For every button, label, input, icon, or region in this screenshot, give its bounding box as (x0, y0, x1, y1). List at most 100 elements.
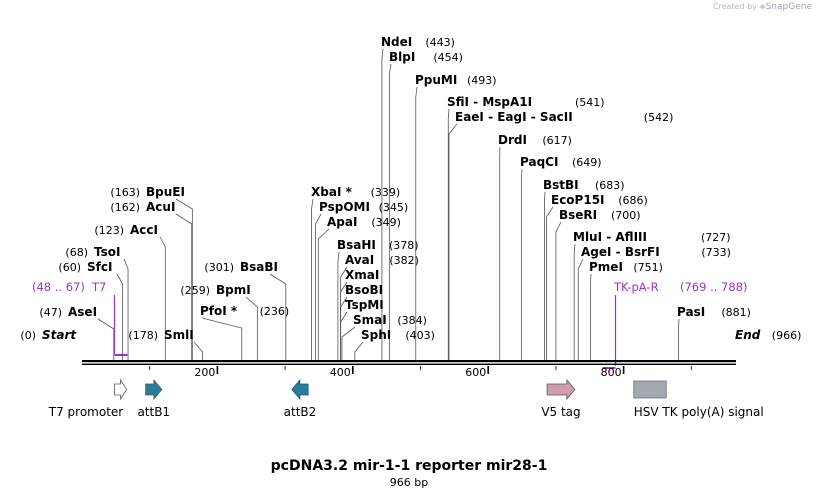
site-name-tsoi: TsoI (94, 245, 120, 259)
site-paqci[interactable]: (649) PaqCI (520, 155, 602, 169)
feature-hsv-tk-poly-a-signal[interactable]: HSV TK poly(A) signal (633, 380, 764, 419)
leader-smli (193, 341, 203, 360)
leader-acci (159, 236, 166, 360)
leader-ppumi (415, 86, 418, 360)
leader-acui (175, 213, 193, 360)
leader-bpmi (245, 296, 258, 360)
site-name-bpmi: BpmI (216, 283, 251, 297)
site-pmei[interactable]: (751) PmeI (589, 260, 663, 274)
site-name-sfii-mspa1i: SfiI - MspA1I (447, 95, 532, 109)
leader-pasi (678, 318, 680, 360)
site-pos-ecop15i: (686) (618, 194, 648, 207)
site-bsabi[interactable]: (301) BsaBI (204, 260, 278, 274)
site-ppumi[interactable]: (493) PpuMI (415, 73, 497, 87)
site-labels: (0) Start (47) AseI (60) SfcI(68) TsoI (123) Acc… (20, 35, 801, 342)
site-pspomi[interactable]: (345) PspOMI (319, 200, 408, 214)
site-name-bsobi: BsoBI (345, 283, 383, 297)
ruler-tick-label-200: 200 (194, 366, 215, 379)
primers: (48 .. 67) T7 TK-pA-R (769 .. 788) (32, 280, 748, 369)
site-pos-blpi: (454) (433, 51, 463, 64)
site-name-bpuei: BpuEI (146, 185, 185, 199)
site-name-ecop15i: EcoP15I (551, 193, 605, 207)
feature-label-attb2: attB2 (284, 405, 317, 419)
site-tspmi[interactable]: TspMI (345, 298, 384, 312)
site-acui[interactable]: (162) AcuI (110, 200, 175, 214)
primer-t7[interactable]: (48 .. 67) T7 (32, 280, 128, 356)
feature-attb2[interactable]: attB2 (284, 378, 317, 419)
feature-shape-attb1 (145, 378, 163, 401)
leader-xbai-star (311, 198, 314, 360)
feature-shape-attb2 (291, 378, 309, 401)
leader-blpi (388, 63, 392, 360)
site-apai[interactable]: (349) ApaI (327, 215, 401, 229)
ruler: 200 400 600 800 (149, 366, 692, 379)
site-name-bsabi: BsaBI (240, 260, 278, 274)
site-avai[interactable]: (382) AvaI (345, 253, 419, 267)
site-name-smai: SmaI (353, 313, 387, 327)
site-end[interactable]: (966) End (735, 328, 801, 342)
leader-sfii-mspa1i (447, 108, 450, 360)
feature-t7-promoter[interactable]: T7 promoter (48, 378, 128, 419)
site-pos-bsabi: (301) (204, 261, 234, 274)
leader-ecop15i (546, 206, 554, 360)
credit-prefix: Created by (712, 2, 757, 11)
site-sfii-mspa1i[interactable]: (541) SfiI - MspA1I (447, 95, 605, 109)
site-eaei-eagi-sacii[interactable]: (542) EaeI - EagI - SacII (455, 110, 673, 124)
site-pos-pspomi: (345) (379, 201, 409, 214)
site-blpi[interactable]: (454) BlpI (389, 50, 463, 64)
site-pos-asei: (47) (39, 306, 62, 319)
leader-pmei (590, 273, 592, 360)
leader-mlui-afliii (573, 243, 576, 360)
site-name-ndei: NdeI (381, 35, 412, 49)
leader-sphi (354, 341, 364, 360)
site-name-apai: ApaI (327, 215, 357, 229)
site-sfci[interactable]: (60) SfcI (58, 260, 112, 274)
site-drdi[interactable]: (617) DrdI (498, 133, 572, 147)
site-ndei[interactable]: (443) NdeI (381, 35, 455, 49)
site-bseri[interactable]: (700) BseRI (559, 208, 641, 222)
site-smai[interactable]: (384) SmaI (353, 313, 427, 327)
site-pos-paqci: (649) (572, 156, 602, 169)
site-name-ppumi: PpuMI (415, 73, 457, 87)
site-sphi[interactable]: (403) SphI (361, 328, 435, 342)
site-pos-pasi: (881) (721, 306, 751, 319)
site-xbai-star[interactable]: (339) XbaI * (311, 185, 400, 199)
site-name-end: End (735, 328, 761, 342)
site-name-pmei: PmeI (589, 260, 623, 274)
site-agei-bsrfi[interactable]: (733) AgeI - BsrFI (581, 245, 731, 259)
site-bpuei[interactable]: (163) BpuEI (110, 185, 185, 199)
site-xmai[interactable]: XmaI (345, 268, 379, 282)
site-ecop15i[interactable]: (686) EcoP15I (551, 193, 648, 207)
plasmid-map[interactable]: (0) Start (47) AseI (60) SfcI(68) TsoI (123) Acc… (0, 0, 818, 456)
site-pos-mlui-afliii: (727) (701, 231, 731, 244)
site-pos-sfii-mspa1i: (541) (575, 96, 605, 109)
site-tsoi[interactable]: (68) TsoI (65, 245, 120, 259)
site-smli[interactable]: (178) SmlI (128, 328, 193, 342)
site-bsobi[interactable]: BsoBI (345, 283, 383, 297)
site-bpmi[interactable]: (259) BpmI (180, 283, 250, 297)
site-start[interactable]: (0) Start (20, 328, 77, 342)
site-bsahi[interactable]: (378) BsaHI (337, 238, 419, 252)
site-acci[interactable]: (123) AccI (94, 223, 158, 237)
site-pos-start: (0) (20, 329, 36, 342)
credit-brand: SnapGene (765, 2, 812, 12)
site-name-xbai-star: XbaI * (311, 185, 353, 199)
bottom-strand-line (82, 363, 736, 365)
primer-tk-pa-r[interactable]: TK-pA-R (769 .. 788) (602, 280, 748, 369)
site-bstbi[interactable]: (683) BstBI (543, 178, 625, 192)
site-pos-bsahi: (378) (389, 239, 419, 252)
leader-pfoi-star (201, 317, 243, 360)
primer-range-t7: (48 .. 67) (32, 280, 85, 294)
site-name-pfoi-star: PfoI * (200, 304, 238, 318)
feature-v5-tag[interactable]: V5 tag (541, 378, 581, 419)
site-asei[interactable]: (47) AseI (39, 305, 97, 319)
feature-label-v5-tag: V5 tag (541, 405, 580, 419)
ruler-tick-label-600: 600 (465, 366, 486, 379)
site-name-start: Start (42, 328, 77, 342)
site-pasi[interactable]: (881) PasI (677, 305, 751, 319)
site-pos-end: (966) (772, 329, 802, 342)
feature-attb1[interactable]: attB1 (137, 378, 170, 419)
site-pfoi-star[interactable]: (236) PfoI * (200, 304, 289, 318)
site-name-agei-bsrfi: AgeI - BsrFI (581, 245, 660, 259)
site-mlui-afliii[interactable]: (727) MluI - AflIII (573, 230, 731, 244)
